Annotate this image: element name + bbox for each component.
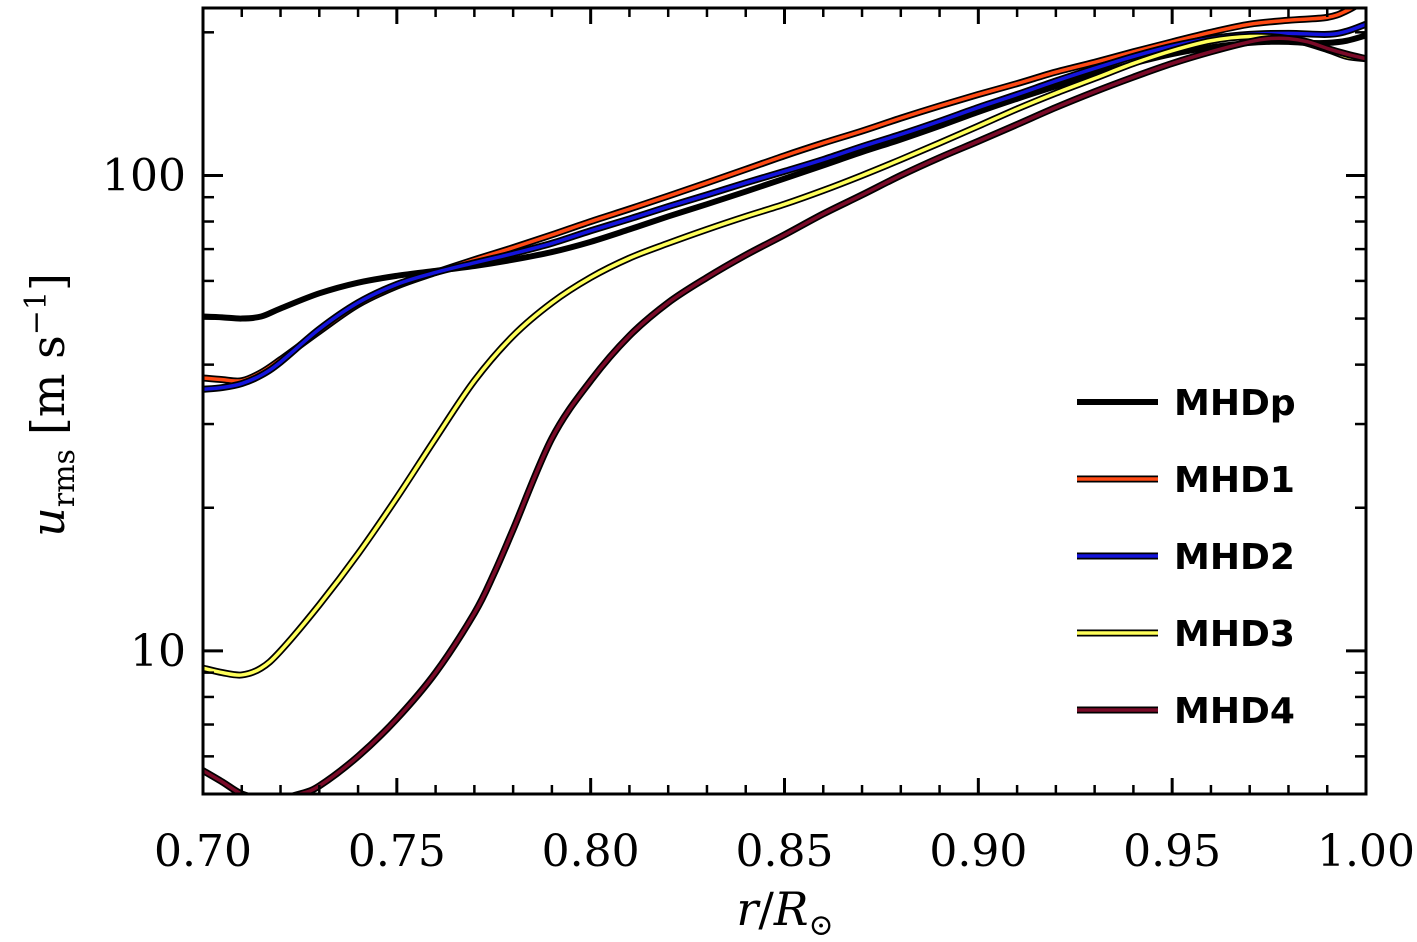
x-tick-label: 0.70 xyxy=(154,826,252,877)
series-mhd4 xyxy=(203,34,1366,794)
x-tick-label: 0.75 xyxy=(348,826,446,877)
legend-label: MHDp xyxy=(1174,383,1296,424)
x-tick-label: 0.90 xyxy=(929,826,1027,877)
series-layer xyxy=(203,8,1366,794)
y-tick-label: 100 xyxy=(102,150,186,201)
series-line-mhd4 xyxy=(203,36,1366,794)
x-axis-label: r/R⊙ xyxy=(736,882,833,942)
plot-frame xyxy=(201,6,1368,796)
legend: MHDp MHD1 MHD2 MHD3 MHD4 xyxy=(1077,383,1296,732)
x-axis-label-R: R xyxy=(773,882,809,936)
legend-label: MHD1 xyxy=(1174,460,1295,501)
y-axis-label: urms [m s−1] xyxy=(19,273,82,537)
legend-item-mhd2: MHD2 xyxy=(1077,537,1295,578)
series-line-mhd3 xyxy=(203,34,1366,677)
legend-item-mhdp: MHDp xyxy=(1077,383,1296,424)
y-axis-label-unit-open: [m s xyxy=(21,335,75,435)
x-tick-label: 0.85 xyxy=(736,826,834,877)
legend-item-mhd4: MHD4 xyxy=(1077,691,1295,732)
x-axis-label-sub: ⊙ xyxy=(809,908,834,942)
y-axis-label-var: u xyxy=(21,507,75,537)
legend-label: MHD4 xyxy=(1174,691,1295,732)
x-tick-label: 0.95 xyxy=(1123,826,1221,877)
legend-label: MHD3 xyxy=(1174,614,1295,655)
legend-item-mhd3: MHD3 xyxy=(1077,614,1295,655)
x-tick-label: 0.80 xyxy=(542,826,640,877)
y-axis-label-exp: −1 xyxy=(19,291,54,335)
series-mhd3 xyxy=(203,32,1366,679)
tick-labels: 0.70 0.75 0.80 0.85 0.90 0.95 1.00 10 100 xyxy=(102,150,1415,877)
legend-label: MHD2 xyxy=(1174,537,1295,578)
y-tick-label: 10 xyxy=(130,626,186,677)
x-axis-label-var: r xyxy=(736,882,761,936)
x-tick-label: 1.00 xyxy=(1317,826,1415,877)
y-axis-label-unit-close: ] xyxy=(21,273,75,291)
legend-item-mhd1: MHD1 xyxy=(1077,460,1295,501)
y-axis-label-sub: rms xyxy=(47,449,82,507)
x-axis-label-slash: / xyxy=(758,882,774,936)
